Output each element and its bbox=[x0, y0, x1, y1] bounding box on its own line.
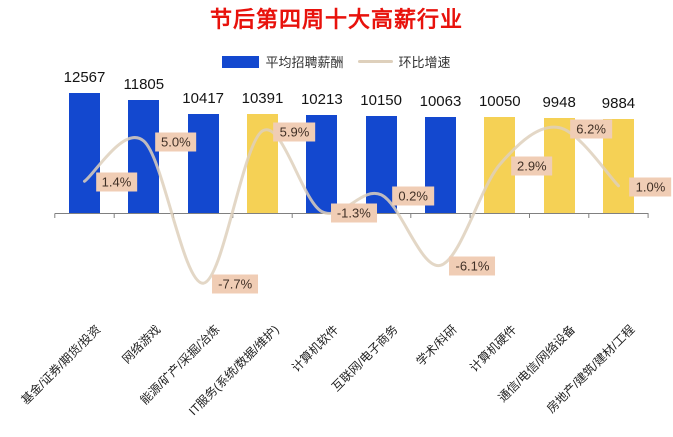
bar-value-label: 11805 bbox=[123, 76, 165, 94]
legend-item-salary[interactable]: 平均招聘薪酬 bbox=[222, 52, 344, 71]
x-axis-label: 网络游戏 bbox=[119, 322, 164, 367]
growth-value-label: 6.2% bbox=[570, 119, 612, 139]
bar-value-label: 12567 bbox=[63, 69, 106, 86]
growth-value-label: 0.2% bbox=[392, 186, 434, 206]
bar-value-label: 10150 bbox=[360, 92, 402, 110]
legend-label-growth: 环比增速 bbox=[398, 55, 451, 70]
growth-value-label: 5.9% bbox=[273, 122, 316, 142]
bar-value-label: 10213 bbox=[300, 91, 343, 109]
bar-value-label: 9948 bbox=[542, 94, 576, 111]
legend-item-growth[interactable]: 环比增速 bbox=[357, 52, 451, 71]
growth-value-label: 2.9% bbox=[510, 156, 553, 176]
x-axis-label: 计算机硬件 bbox=[466, 322, 520, 375]
growth-value-label: -6.1% bbox=[449, 256, 496, 276]
line-swatch-icon bbox=[357, 60, 393, 63]
growth-value-label: 1.0% bbox=[629, 177, 672, 197]
salary-bar bbox=[128, 100, 160, 213]
bar-value-label: 9884 bbox=[601, 94, 636, 112]
x-axis-label: 学术/科研 bbox=[413, 322, 460, 369]
bar-swatch-icon bbox=[222, 55, 260, 68]
growth-value-label: -7.7% bbox=[212, 274, 259, 294]
salary-bar bbox=[187, 113, 219, 213]
legend-label-salary: 平均招聘薪酬 bbox=[265, 55, 344, 70]
growth-value-label: 5.0% bbox=[155, 132, 197, 152]
bar-value-label: 10050 bbox=[478, 93, 521, 111]
chart-title: 节后第四周十大高薪行业 bbox=[209, 7, 463, 32]
growth-value-label: -1.3% bbox=[330, 203, 377, 223]
bar-value-label: 10417 bbox=[182, 89, 225, 107]
x-axis-label: 计算机软件 bbox=[288, 322, 342, 375]
growth-value-label: 1.4% bbox=[95, 172, 138, 192]
x-axis-label: 基金/证券/期货/投资 bbox=[18, 322, 104, 408]
salary-bar bbox=[69, 93, 100, 213]
legend: 平均招聘薪酬 环比增速 bbox=[0, 52, 673, 71]
bar-value-label: 10391 bbox=[241, 89, 284, 107]
bar-value-label: 10063 bbox=[419, 92, 462, 110]
